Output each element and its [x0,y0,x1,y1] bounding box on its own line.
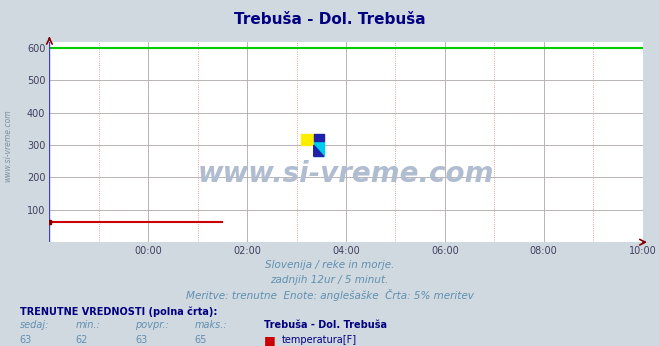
Polygon shape [301,134,314,145]
Text: Meritve: trenutne  Enote: anglešaške  Črta: 5% meritev: Meritve: trenutne Enote: anglešaške Črta… [186,289,473,301]
Text: www.si-vreme.com: www.si-vreme.com [3,109,13,182]
Text: 65: 65 [194,335,207,345]
Text: 62: 62 [76,335,88,345]
Text: TRENUTNE VREDNOSTI (polna črta):: TRENUTNE VREDNOSTI (polna črta): [20,306,217,317]
Text: www.si-vreme.com: www.si-vreme.com [198,160,494,188]
Polygon shape [314,145,324,156]
Polygon shape [314,134,324,140]
Text: temperatura[F]: temperatura[F] [282,335,357,345]
Text: ■: ■ [264,334,275,346]
Text: Slovenija / reke in morje.: Slovenija / reke in morje. [265,260,394,270]
Text: sedaj:: sedaj: [20,320,49,330]
Text: Trebuša - Dol. Trebuša: Trebuša - Dol. Trebuša [264,320,387,330]
Text: zadnjih 12ur / 5 minut.: zadnjih 12ur / 5 minut. [270,275,389,285]
Text: maks.:: maks.: [194,320,227,330]
Text: min.:: min.: [76,320,101,330]
Text: 63: 63 [20,335,32,345]
Text: 63: 63 [135,335,148,345]
Text: Trebuša - Dol. Trebuša: Trebuša - Dol. Trebuša [234,11,425,27]
Text: povpr.:: povpr.: [135,320,169,330]
Polygon shape [314,140,324,156]
